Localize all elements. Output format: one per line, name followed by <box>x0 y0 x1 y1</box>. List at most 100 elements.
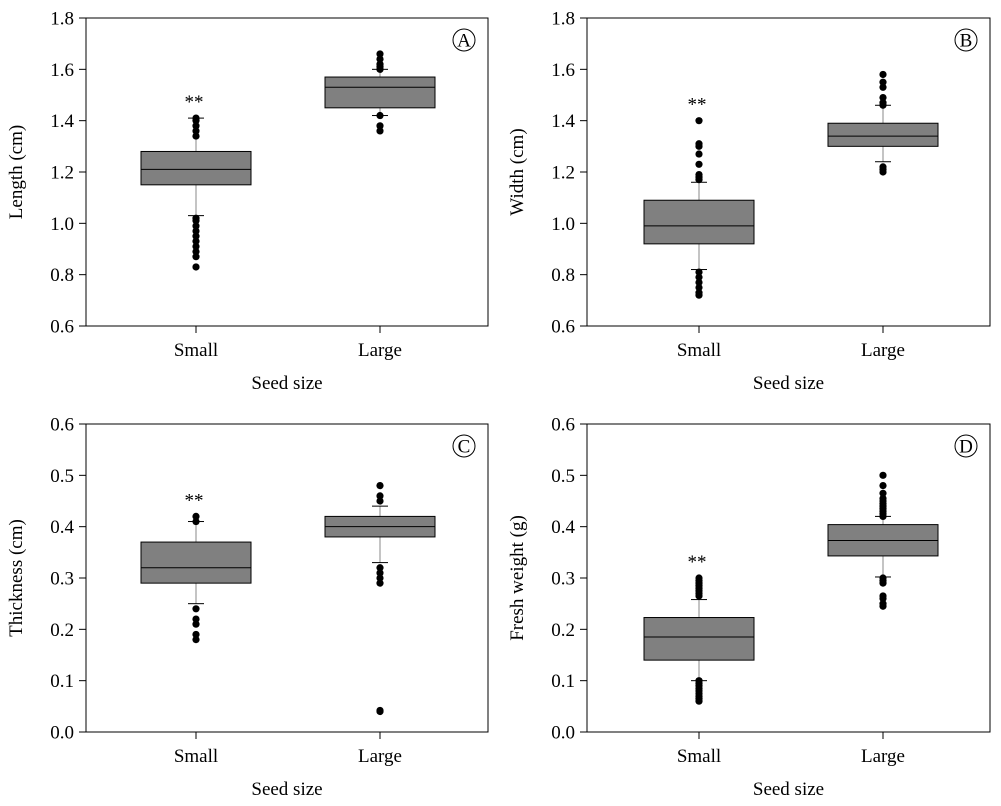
outlier-point <box>376 55 384 63</box>
y-tick-label: 0.0 <box>50 723 74 744</box>
y-tick-label: 0.0 <box>551 723 575 744</box>
outlier-point <box>695 268 703 276</box>
outlier-point <box>192 263 200 271</box>
x-category-label: Small <box>677 746 721 767</box>
outlier-point <box>376 60 384 68</box>
y-tick-label: 0.2 <box>50 620 74 641</box>
outlier-point <box>376 122 384 130</box>
x-category-label: Small <box>174 340 218 361</box>
y-axis-title: Thickness (cm) <box>6 519 27 637</box>
outlier-point <box>376 492 384 500</box>
y-tick-label: 1.6 <box>50 60 74 81</box>
outlier-point <box>192 114 200 122</box>
outlier-point <box>695 273 703 281</box>
panel-letter: C <box>458 437 471 458</box>
outlier-point <box>376 127 384 135</box>
y-tick-label: 0.6 <box>551 317 575 338</box>
y-tick-label: 1.4 <box>50 111 74 132</box>
outlier-point <box>879 592 887 600</box>
outlier-point <box>192 122 200 130</box>
box-large <box>827 471 939 610</box>
panel-letter-circle <box>954 434 978 458</box>
y-axis-title: Width (cm) <box>507 128 528 215</box>
y-tick-label: 1.0 <box>551 214 575 235</box>
outlier-point <box>879 494 887 503</box>
outlier-point <box>192 237 200 245</box>
outlier-point <box>695 140 703 148</box>
outlier-point <box>192 222 200 230</box>
outlier-point <box>879 99 887 107</box>
outlier-point <box>376 706 384 715</box>
x-category-label: Large <box>358 746 402 767</box>
outlier-point <box>879 93 887 102</box>
outlier-point <box>879 163 887 171</box>
outlier-point <box>192 517 200 526</box>
outlier-point <box>879 83 887 91</box>
outlier-point <box>879 574 887 582</box>
outlier-point <box>192 232 200 240</box>
y-tick-label: 1.4 <box>551 111 575 132</box>
outlier-point <box>376 579 384 587</box>
outlier-point <box>192 214 200 222</box>
y-tick-label: 0.8 <box>50 265 74 286</box>
x-category-label: Small <box>174 746 218 767</box>
y-tick-label: 0.2 <box>551 620 575 641</box>
significance-marker: ** <box>185 92 204 113</box>
outlier-point <box>192 620 200 628</box>
plot-frame <box>586 17 991 327</box>
outlier-point <box>192 132 200 140</box>
outlier-point <box>376 111 384 120</box>
panel-letter: A <box>457 31 471 52</box>
x-axis-title: Seed size <box>753 373 824 394</box>
y-tick-label: 0.4 <box>50 517 74 538</box>
outlier-point <box>192 253 200 261</box>
outlier-point <box>376 569 384 577</box>
outlier-point <box>879 78 887 86</box>
panel-letter: D <box>959 437 973 458</box>
chart-panel-b: 0.6 0.8 1.0 1.2 1.4 1.6 1.8 Small Large Seed size… <box>507 9 991 394</box>
outlier-point <box>192 512 200 521</box>
outlier-point <box>695 677 703 685</box>
box-body <box>324 76 436 109</box>
y-axis-title: Length (cm) <box>6 125 27 219</box>
x-category-label: Large <box>358 340 402 361</box>
x-axis-title: Seed size <box>251 373 322 394</box>
box-large <box>324 482 436 716</box>
outlier-point <box>695 289 703 297</box>
outlier-point <box>192 630 200 639</box>
y-tick-label: 1.2 <box>50 163 74 184</box>
significance-marker: ** <box>688 552 707 573</box>
box-body <box>827 122 939 147</box>
y-tick-label: 1.2 <box>551 163 575 184</box>
chart-panel-a: 0.6 0.8 1.0 1.2 1.4 1.6 1.8 Small Large Seed size… <box>6 9 489 394</box>
y-tick-label: 1.8 <box>50 9 74 30</box>
outlier-point <box>376 50 384 58</box>
box-large <box>827 70 939 176</box>
significance-marker: ** <box>185 490 204 511</box>
box-body <box>140 150 252 186</box>
panel-letter-circle <box>452 28 476 52</box>
outlier-point <box>879 600 887 608</box>
outlier-point <box>376 574 384 582</box>
outlier-point <box>376 497 384 505</box>
box-small: ** <box>140 92 252 271</box>
box-body <box>643 617 755 661</box>
outlier-point <box>376 564 384 572</box>
y-tick-label: 0.6 <box>50 415 74 436</box>
y-tick-label: 0.8 <box>551 265 575 286</box>
y-tick-label: 1.0 <box>50 214 74 235</box>
y-tick-label: 0.6 <box>50 317 74 338</box>
chart-panel-d: 0.0 0.1 0.2 0.3 0.4 0.5 0.6 Small Large Seed size… <box>507 415 991 800</box>
box-small: ** <box>140 490 252 644</box>
y-tick-label: 0.3 <box>50 569 74 590</box>
x-axis-title: Seed size <box>753 779 824 800</box>
box-large <box>324 50 436 135</box>
outlier-point <box>879 70 887 79</box>
outlier-point <box>695 278 703 286</box>
outlier-point <box>192 605 200 613</box>
outlier-point <box>695 117 703 125</box>
x-category-label: Large <box>861 340 905 361</box>
panel-letter: B <box>960 31 973 52</box>
outlier-point <box>192 227 200 235</box>
box-small: ** <box>643 95 755 299</box>
